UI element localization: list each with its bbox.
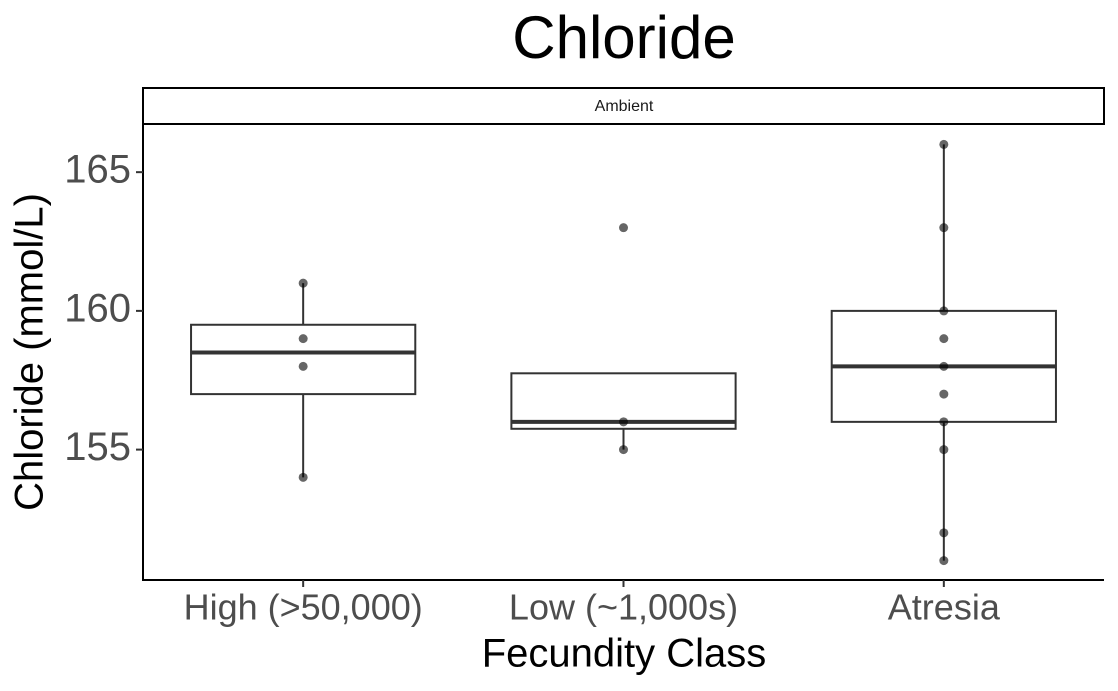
data-point bbox=[939, 528, 949, 538]
x-tick-label: Atresia bbox=[888, 587, 1001, 628]
facet-strip bbox=[142, 87, 1105, 125]
y-tick-label: 155 bbox=[64, 425, 131, 469]
data-point bbox=[939, 361, 949, 371]
data-point bbox=[939, 306, 949, 316]
data-point bbox=[619, 445, 628, 455]
data-point bbox=[298, 361, 308, 371]
x-tick-label: High (>50,000) bbox=[184, 587, 423, 628]
data-point bbox=[939, 417, 949, 427]
data-point bbox=[298, 334, 308, 344]
data-point bbox=[298, 472, 308, 482]
facet-label: Ambient bbox=[595, 98, 654, 115]
data-point bbox=[939, 223, 949, 233]
data-point bbox=[939, 139, 949, 149]
data-point bbox=[939, 389, 949, 399]
chart-title: Chloride bbox=[512, 4, 735, 71]
y-tick-label: 165 bbox=[64, 148, 131, 192]
data-point bbox=[939, 334, 949, 344]
x-axis-title: Fecundity Class bbox=[482, 632, 767, 676]
data-point bbox=[619, 417, 628, 427]
data-point bbox=[939, 556, 949, 566]
data-point bbox=[298, 278, 308, 288]
data-point bbox=[619, 223, 628, 233]
y-tick-label: 160 bbox=[64, 286, 131, 330]
data-point bbox=[939, 445, 949, 455]
y-axis-title: Chloride (mmol/L) bbox=[8, 193, 52, 511]
x-tick-label: Low (~1,000s) bbox=[509, 587, 738, 628]
